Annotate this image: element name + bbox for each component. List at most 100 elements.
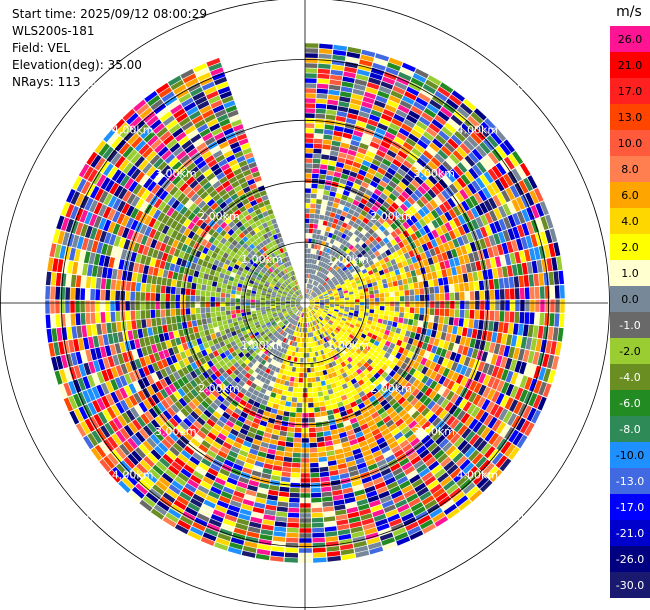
velocity-gate (511, 168, 522, 182)
velocity-gate (125, 409, 136, 421)
velocity-gate (226, 284, 232, 290)
velocity-gate (487, 364, 495, 376)
velocity-gate (333, 312, 338, 316)
velocity-gate (206, 405, 216, 415)
velocity-gate (308, 263, 312, 269)
velocity-gate (316, 312, 321, 316)
velocity-gate (326, 170, 335, 176)
velocity-gate (131, 349, 139, 360)
velocity-gate (339, 308, 344, 311)
velocity-gate (269, 439, 278, 445)
velocity-gate (440, 224, 448, 234)
velocity-gate (292, 307, 297, 311)
velocity-gate (487, 376, 496, 388)
velocity-gate (166, 278, 172, 287)
velocity-gate (281, 308, 286, 311)
velocity-gate (529, 287, 535, 299)
velocity-gate (412, 361, 420, 370)
velocity-gate (275, 301, 280, 303)
velocity-gate (299, 538, 312, 543)
velocity-gate (294, 320, 297, 326)
velocity-gate (327, 313, 332, 317)
velocity-gate (554, 285, 560, 299)
velocity-gate (425, 368, 433, 378)
velocity-gate (162, 269, 169, 278)
velocity-gate (469, 241, 477, 252)
velocity-gate (370, 325, 376, 330)
velocity-gate (493, 220, 502, 233)
velocity-gate (225, 306, 231, 311)
velocity-gate (384, 297, 390, 302)
velocity-gate (141, 346, 149, 357)
velocity-gate (326, 322, 332, 327)
velocity-gate (250, 516, 263, 524)
velocity-gate (131, 486, 145, 499)
velocity-gate (428, 337, 435, 345)
velocity-gate (317, 310, 322, 314)
velocity-gate (413, 313, 419, 320)
velocity-gate (232, 334, 239, 341)
velocity-gate (135, 291, 141, 301)
velocity-gate (539, 312, 545, 326)
velocity-gate (522, 405, 532, 419)
velocity-gate (421, 327, 427, 336)
velocity-gate (242, 499, 255, 507)
velocity-gate (330, 145, 340, 152)
velocity-gate (412, 73, 427, 83)
velocity-gate (398, 346, 405, 354)
velocity-gate (538, 273, 545, 286)
velocity-gate (392, 467, 404, 476)
velocity-gate (332, 176, 341, 183)
velocity-gate (319, 339, 323, 345)
velocity-gate (536, 259, 543, 273)
velocity-gate (314, 281, 318, 286)
velocity-gate (499, 142, 511, 156)
velocity-gate (230, 310, 236, 315)
velocity-gate (106, 406, 117, 419)
velocity-gate (269, 327, 275, 332)
velocity-gate (257, 336, 264, 342)
velocity-gate (294, 315, 298, 320)
velocity-gate (301, 307, 304, 312)
velocity-gate (55, 286, 61, 300)
velocity-gate (172, 272, 179, 280)
velocity-gate (325, 301, 330, 303)
velocity-gate (204, 329, 210, 336)
velocity-gate (313, 557, 327, 563)
velocity-gate (317, 310, 323, 313)
velocity-gate (413, 459, 425, 470)
velocity-gate (514, 288, 520, 300)
velocity-gate (259, 403, 266, 411)
velocity-gate (464, 389, 473, 401)
velocity-gate (294, 331, 298, 337)
velocity-gate (545, 299, 550, 313)
velocity-gate (432, 417, 442, 427)
velocity-gate (480, 158, 491, 171)
velocity-gate (197, 485, 210, 495)
velocity-gate (278, 322, 284, 327)
velocity-gate (326, 287, 331, 291)
velocity-gate (311, 243, 315, 249)
velocity-gate (116, 321, 122, 332)
velocity-gate (372, 62, 386, 71)
velocity-gate (540, 231, 548, 245)
velocity-gate (343, 365, 349, 372)
velocity-gate (319, 285, 323, 290)
velocity-gate (248, 331, 254, 337)
velocity-gate (374, 154, 384, 163)
velocity-gate (349, 268, 355, 274)
velocity-gate (152, 326, 158, 335)
velocity-gate (289, 381, 294, 387)
velocity-gate (500, 424, 511, 438)
velocity-gate (434, 308, 440, 316)
velocity-gate (184, 404, 193, 414)
velocity-gate (281, 390, 288, 396)
velocity-gate (383, 267, 390, 274)
velocity-gate (362, 522, 376, 531)
velocity-gate (110, 279, 117, 290)
velocity-gate (306, 322, 309, 328)
velocity-gate (419, 288, 425, 295)
velocity-gate (493, 343, 501, 355)
velocity-gate (164, 366, 173, 376)
velocity-gate (254, 331, 260, 337)
